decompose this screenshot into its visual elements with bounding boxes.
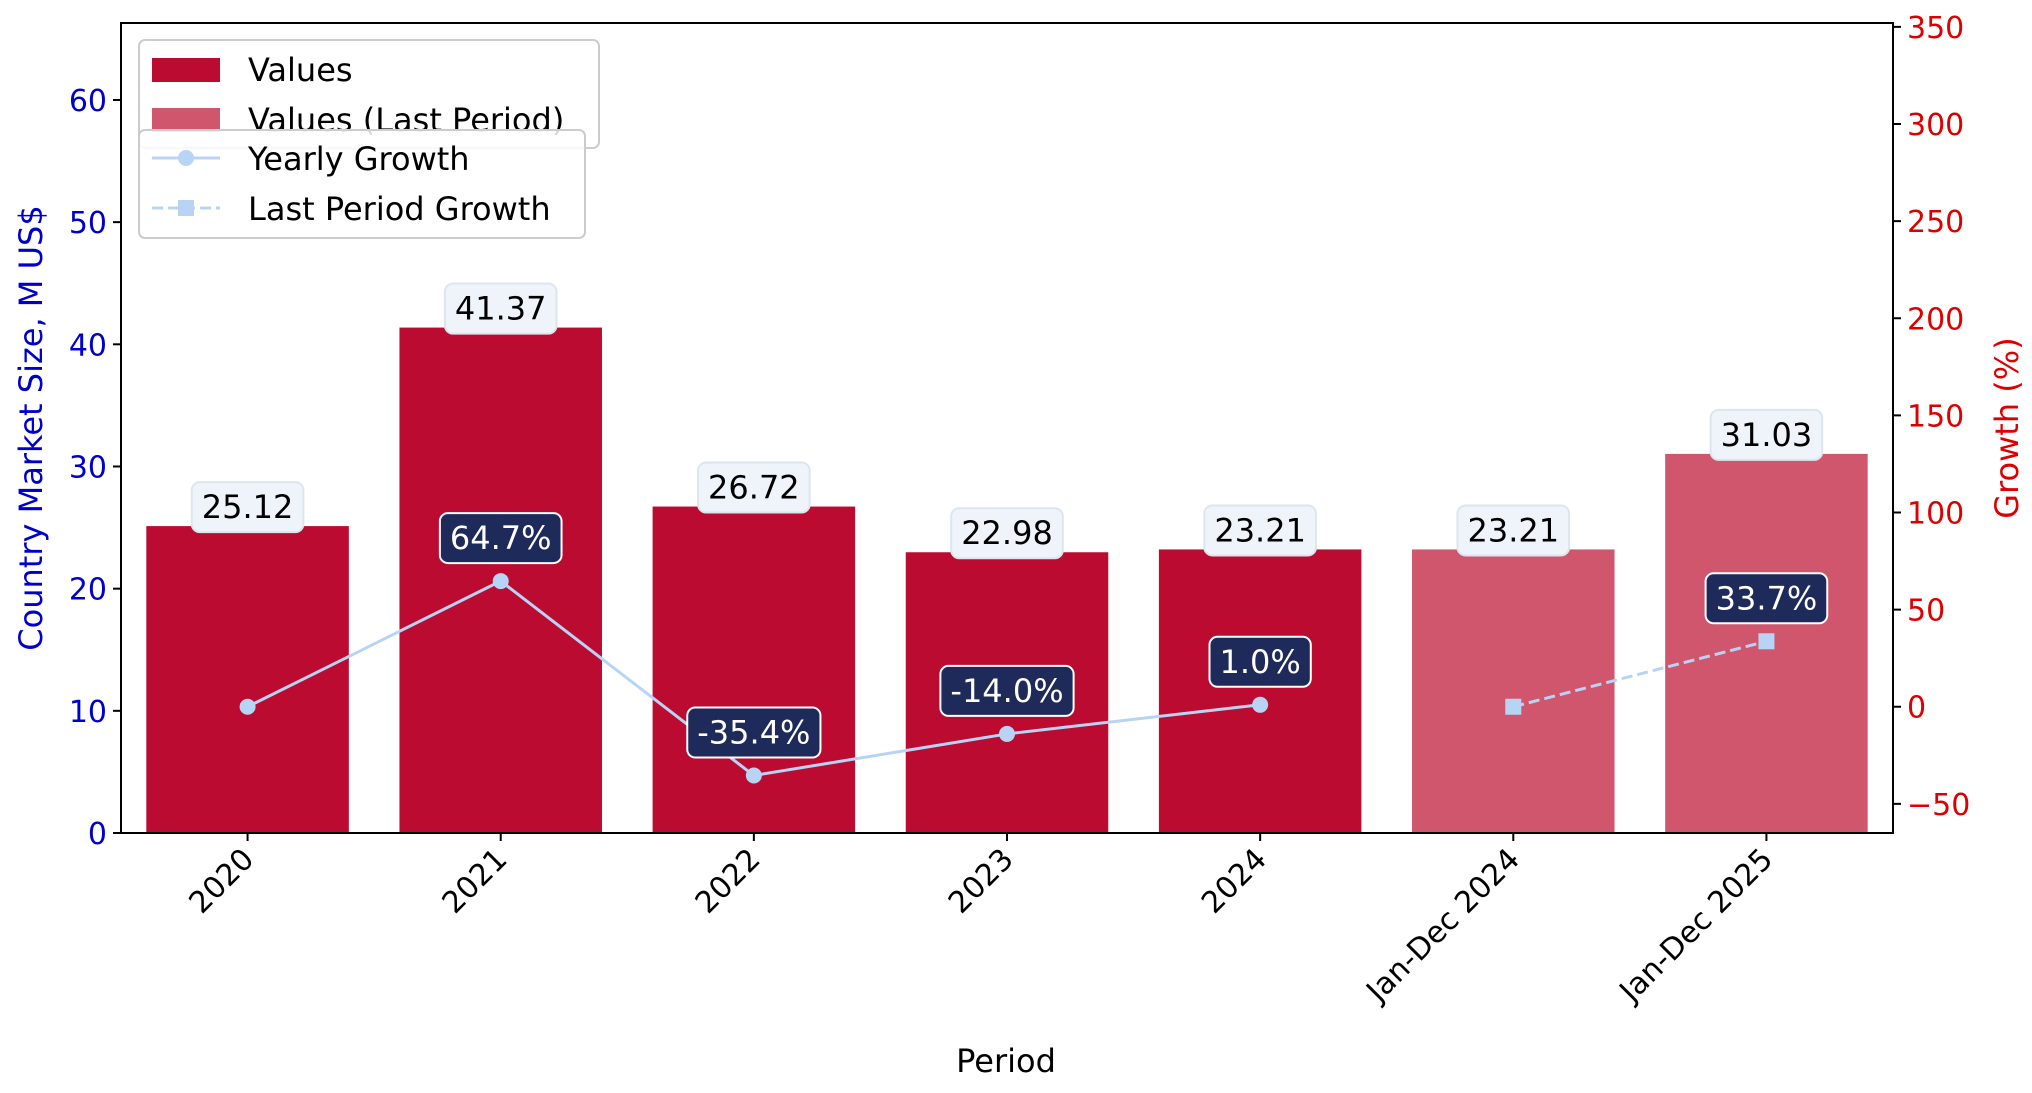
growth-lines-layer [239, 573, 1775, 784]
data-label-box [939, 664, 1075, 717]
data-label-text: 33.7% [1716, 579, 1818, 617]
data-label-text: 26.72 [708, 469, 800, 507]
data-label-text: 1.0% [1219, 643, 1300, 681]
left-tick-label: 40 [69, 328, 107, 363]
legend-marker [178, 150, 194, 166]
bar-2022 [652, 506, 856, 833]
growth-point [1505, 698, 1522, 715]
line-last-period-growth [1512, 639, 1767, 709]
data-label: -35.4% [686, 706, 822, 759]
left-tick-label: 20 [69, 573, 107, 608]
right-tick-label: 300 [1907, 108, 1964, 143]
growth-point [1252, 696, 1269, 713]
right-tick-label: −50 [1907, 788, 1970, 823]
left-tick-label: 30 [69, 450, 107, 485]
bar-2024 [1158, 549, 1362, 833]
growth-point [1758, 633, 1775, 650]
left-tick-label: 10 [69, 695, 107, 730]
growth-point [999, 725, 1015, 742]
data-label-text: -14.0% [950, 672, 1063, 710]
bar-jan-dec-2024 [1412, 549, 1615, 833]
x-tick-label: 2022 [689, 842, 768, 921]
data-label: 23.21 [1203, 504, 1317, 557]
data-label-text: 22.98 [961, 514, 1053, 552]
left-axis-title: Country Market Size, M US$ [12, 205, 50, 650]
data-label-box [1208, 635, 1312, 688]
data-label-text: 64.7% [450, 519, 552, 557]
legend-label: Yearly Growth [247, 140, 470, 178]
legend-marker [178, 200, 194, 216]
x-tick-label: 2024 [1195, 842, 1274, 921]
data-label-box [1456, 504, 1571, 557]
data-label: 31.03 [1709, 408, 1824, 461]
data-label-box [697, 461, 811, 514]
x-tick-label: Jan-Dec 2025 [1612, 842, 1780, 1010]
x-tick-label: Jan-Dec 2024 [1359, 842, 1527, 1010]
data-label-text: 31.03 [1721, 416, 1813, 454]
data-label-box [950, 507, 1064, 560]
left-tick-label: 60 [69, 84, 107, 119]
legend-swatch [152, 108, 220, 132]
data-label: 22.98 [950, 507, 1064, 560]
data-label-box [1203, 504, 1317, 557]
data-label-box [190, 481, 305, 534]
data-label-box [438, 512, 563, 565]
legend-box [138, 129, 586, 239]
growth-point [492, 573, 509, 590]
left-tick-label: 0 [88, 817, 107, 852]
data-label-box [1704, 572, 1829, 625]
x-tick-label: 2020 [182, 842, 261, 921]
data-label-text: 25.12 [202, 488, 294, 526]
right-tick-label: 0 [1907, 691, 1926, 726]
right-tick-label: 100 [1907, 496, 1964, 531]
right-tick-label: 250 [1907, 205, 1964, 240]
right-tick-label: 50 [1907, 594, 1945, 629]
data-label: 1.0% [1208, 635, 1312, 688]
data-label-box [443, 282, 558, 335]
data-label: 23.21 [1456, 504, 1571, 557]
data-label: 41.37 [443, 282, 558, 335]
data-label-text: -35.4% [697, 714, 810, 752]
data-label-text: 23.21 [1214, 511, 1306, 549]
legend-label: Last Period Growth [248, 190, 551, 228]
data-label: 25.12 [190, 481, 305, 534]
right-axis-title: Growth (%) [1988, 337, 2026, 518]
right-tick-label: 150 [1907, 399, 1964, 434]
data-label-text: 41.37 [455, 290, 547, 328]
x-tick-label: 2021 [436, 842, 515, 921]
legend-label: Values [248, 51, 353, 89]
data-labels-layer: 25.12 41.37 26.72 22.98 23.21 23.21 31.03 64.7%… [190, 282, 1829, 759]
right-tick-label: 200 [1907, 302, 1964, 337]
data-label: -14.0% [939, 664, 1075, 717]
data-label: 64.7% [438, 512, 563, 565]
data-label-box [686, 706, 822, 759]
x-tick-label: 2023 [942, 842, 1021, 921]
growth-point [745, 767, 762, 784]
legend-lines: Yearly Growth Last Period Growth [138, 129, 586, 239]
data-label-text: 23.21 [1467, 511, 1559, 549]
x-axis-title: Period [956, 1042, 1056, 1080]
right-tick-label: 350 [1907, 11, 1964, 46]
data-label: 33.7% [1704, 572, 1829, 625]
growth-point [239, 698, 256, 715]
data-label: 26.72 [697, 461, 811, 514]
data-label-box [1709, 408, 1824, 461]
left-tick-label: 50 [69, 206, 107, 241]
legend-swatch [152, 58, 220, 82]
bar-2020 [146, 526, 349, 833]
